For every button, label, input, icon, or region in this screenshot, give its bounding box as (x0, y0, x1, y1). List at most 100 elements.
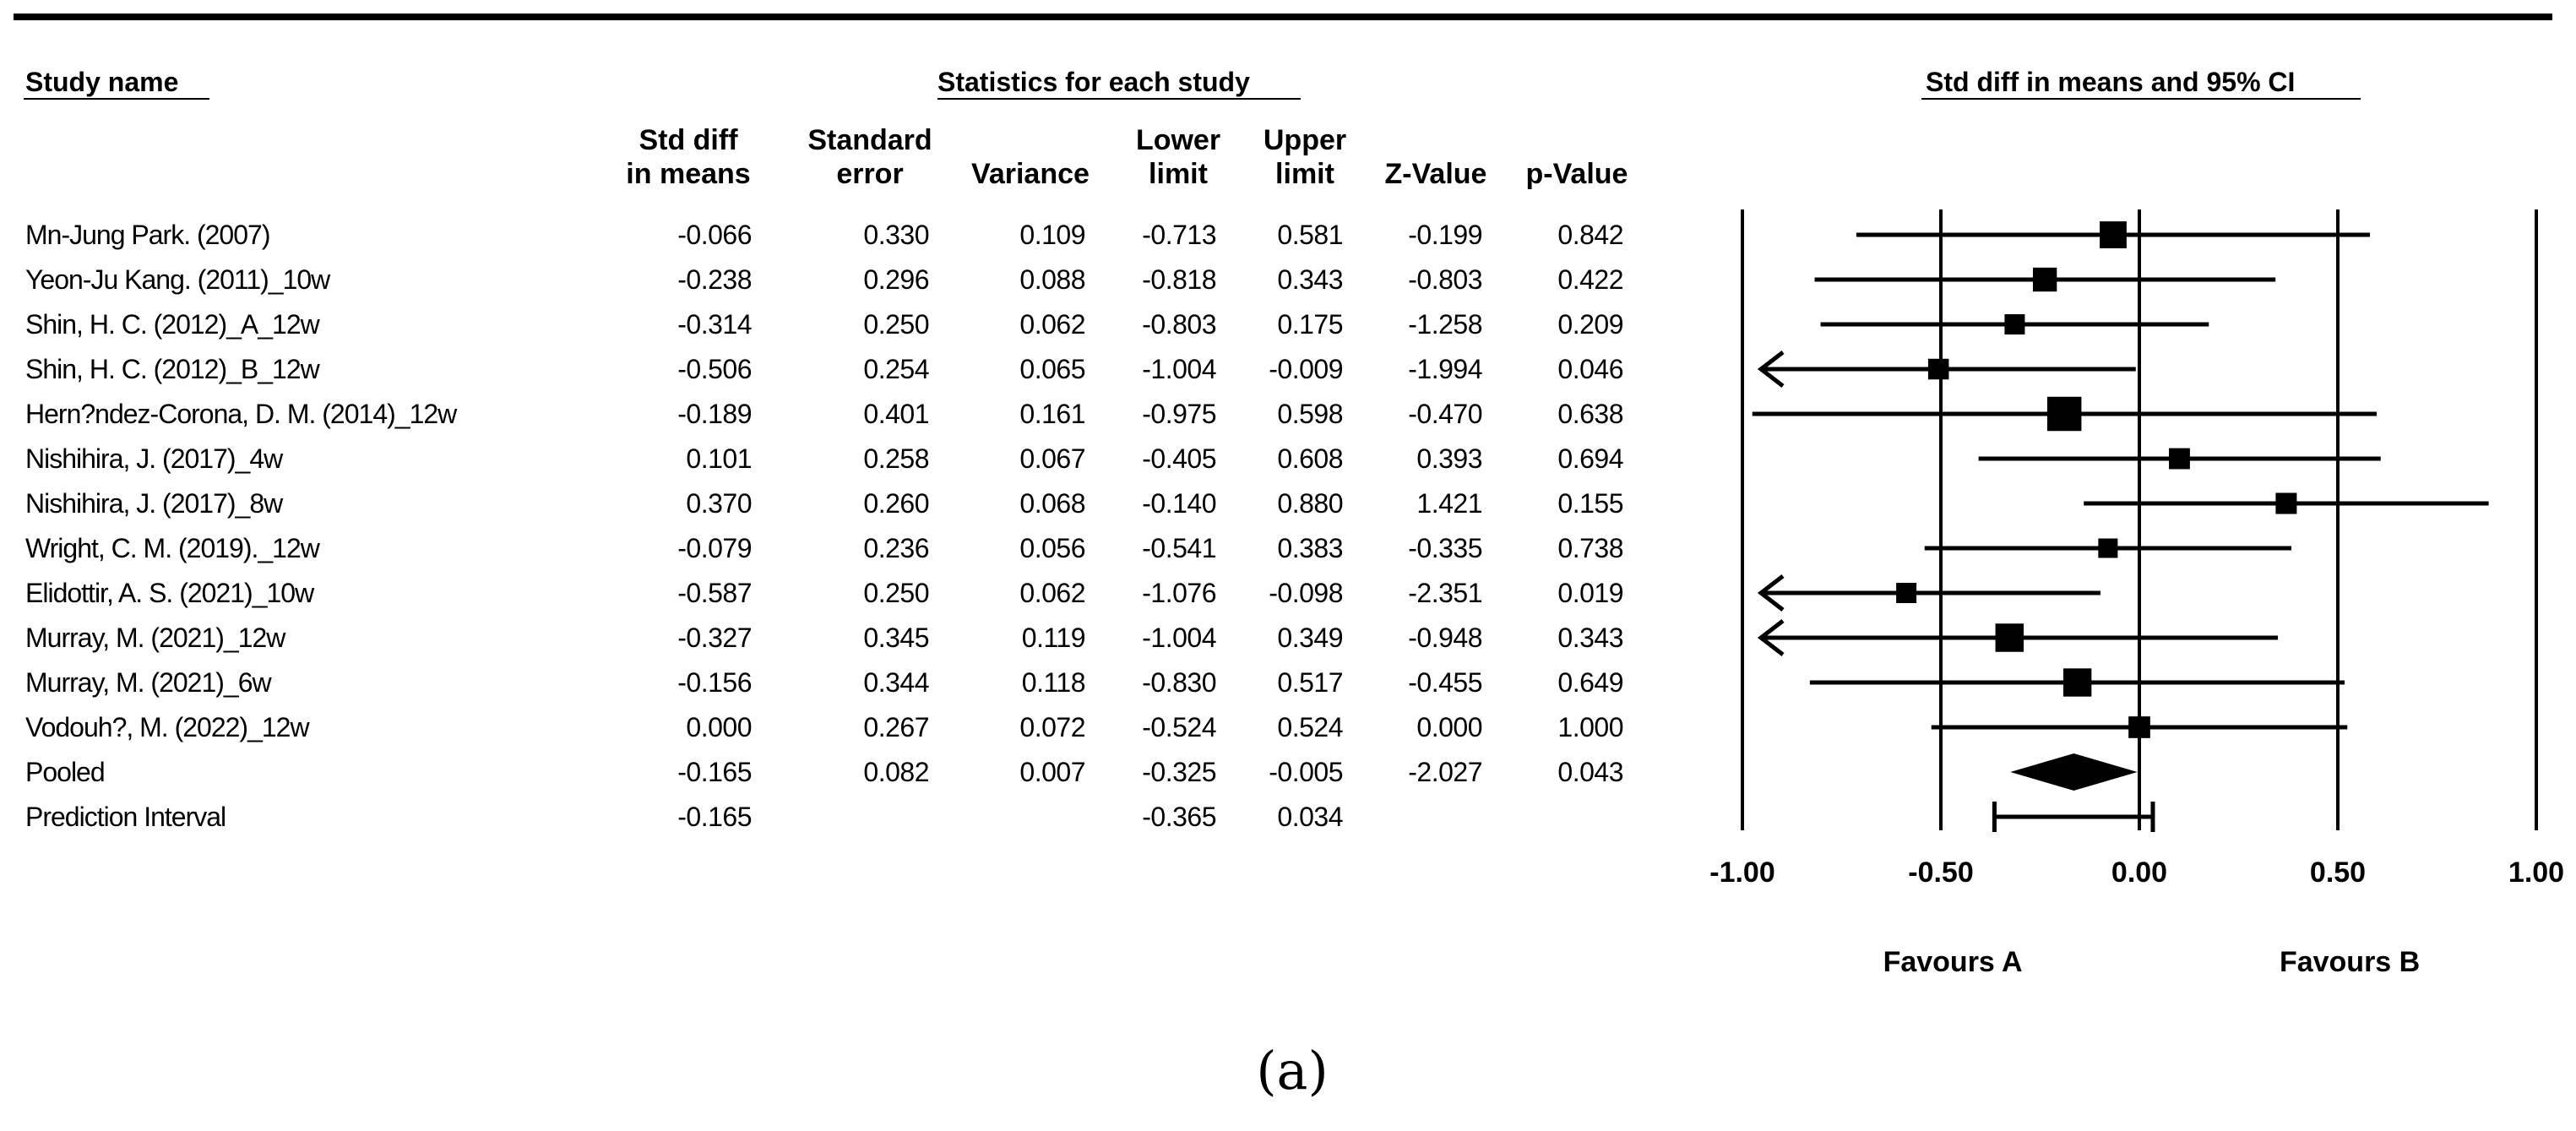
cell-p: 0.694 (1557, 443, 1623, 474)
column-header-lower-line1: Lower (1135, 124, 1221, 156)
cell-upper: 0.034 (1277, 802, 1343, 832)
study-marker (2004, 314, 2025, 334)
cell-lower: -0.830 (1142, 667, 1216, 698)
cell-variance: 0.119 (1021, 623, 1086, 653)
study-marker (1995, 623, 2024, 652)
cell-p: 0.422 (1557, 264, 1623, 295)
cell-se: 0.401 (863, 399, 929, 429)
cell-smd: -0.189 (677, 399, 752, 429)
cell-p: 0.738 (1557, 533, 1623, 563)
study-marker (1927, 358, 1949, 380)
cell-z: 0.000 (1416, 712, 1482, 742)
tick-label: -0.50 (1908, 856, 1974, 889)
cell-se: 0.260 (863, 488, 929, 519)
cell-upper: -0.098 (1269, 578, 1343, 608)
cell-lower: -0.405 (1142, 443, 1216, 474)
cell-variance: 0.062 (1019, 309, 1085, 340)
cell-z: -0.455 (1408, 667, 1482, 698)
statistics-underline (937, 98, 1301, 100)
study-name-cell: Elidottir, A. S. (2021)_10w (25, 578, 314, 608)
cell-lower: -0.524 (1142, 712, 1216, 742)
cell-z: 1.421 (1416, 488, 1482, 519)
cell-se: 0.250 (863, 578, 929, 608)
study-name-cell: Shin, H. C. (2012)_B_12w (25, 354, 320, 384)
cell-upper: 0.524 (1277, 712, 1343, 742)
cell-z: -1.994 (1408, 354, 1482, 384)
cell-z: -2.351 (1408, 578, 1482, 608)
cell-z: -1.258 (1408, 309, 1482, 340)
cell-variance: 0.088 (1019, 264, 1085, 295)
cell-smd: -0.238 (677, 264, 752, 295)
cell-upper: 0.581 (1277, 220, 1343, 250)
cell-lower: -0.803 (1142, 309, 1216, 340)
favours-a-label: Favours A (1883, 946, 2023, 978)
cell-lower: -0.818 (1142, 264, 1216, 295)
study-name-cell: Nishihira, J. (2017)_8w (25, 488, 283, 519)
cell-upper: 0.608 (1277, 443, 1343, 474)
cell-smd: 0.370 (686, 488, 752, 519)
cell-lower: -1.004 (1142, 354, 1216, 384)
ci-arrow (1757, 351, 1785, 388)
cell-variance: 0.118 (1021, 667, 1086, 698)
plot-title-underline (1921, 98, 2361, 100)
cell-variance: 0.072 (1019, 712, 1085, 742)
cell-smd: 0.000 (686, 712, 752, 742)
study-name-cell: Prediction Interval (25, 802, 226, 832)
cell-upper: 0.598 (1277, 399, 1343, 429)
cell-lower: -0.713 (1142, 220, 1216, 250)
cell-smd: -0.066 (677, 220, 752, 250)
study-name-cell: Pooled (25, 757, 106, 787)
cell-lower: -0.325 (1142, 757, 1216, 787)
column-header-variance: Variance (971, 158, 1090, 190)
study-name-cell: Vodouh?, M. (2022)_12w (25, 712, 310, 742)
cell-se: 0.267 (863, 712, 929, 742)
cell-se: 0.236 (863, 533, 929, 563)
study-name-underline (24, 98, 209, 100)
study-name-cell: Yeon-Ju Kang. (2011)_10w (25, 264, 330, 295)
cell-upper: 0.343 (1277, 264, 1343, 295)
cell-variance: 0.067 (1019, 443, 1085, 474)
cell-p: 0.019 (1557, 578, 1623, 608)
cell-z: 0.393 (1416, 443, 1482, 474)
ci-arrow (1757, 619, 1785, 656)
study-name-cell: Mn-Jung Park. (2007) (25, 220, 270, 250)
cell-z: -2.027 (1408, 757, 1482, 787)
cell-variance: 0.161 (1019, 399, 1085, 429)
study-name-cell: Nishihira, J. (2017)_4w (25, 443, 283, 474)
cell-z: -0.470 (1408, 399, 1482, 429)
column-header-p: p-Value (1525, 158, 1628, 190)
cell-variance: 0.056 (1019, 533, 1085, 563)
cell-upper: -0.005 (1269, 757, 1343, 787)
cell-p: 0.046 (1557, 354, 1623, 384)
cell-se: 0.344 (863, 667, 929, 698)
cell-lower: -1.076 (1142, 578, 1216, 608)
cell-p: 0.649 (1557, 667, 1623, 698)
study-marker (2032, 267, 2057, 292)
study-marker (2169, 448, 2190, 470)
cell-smd: -0.156 (677, 667, 752, 698)
cell-upper: 0.175 (1277, 309, 1343, 340)
cell-smd: 0.101 (686, 443, 752, 474)
cell-p: 0.209 (1557, 309, 1623, 340)
cell-se: 0.345 (863, 623, 929, 653)
cell-upper: 0.349 (1277, 623, 1343, 653)
study-marker (2275, 492, 2297, 514)
cell-se: 0.330 (863, 220, 929, 250)
cell-z: -0.803 (1408, 264, 1482, 295)
column-header-smd-line1: Std diff (639, 124, 738, 156)
cell-upper: 0.880 (1277, 488, 1343, 519)
cell-variance: 0.065 (1019, 354, 1085, 384)
study-name-header: Study name (25, 67, 179, 97)
cell-z: -0.335 (1408, 533, 1482, 563)
tick-label: 0.50 (2310, 856, 2366, 889)
statistics-header: Statistics for each study (937, 67, 1250, 97)
cell-variance: 0.109 (1019, 220, 1085, 250)
study-marker (2100, 221, 2127, 248)
column-header-smd-line2: in means (626, 158, 751, 190)
tick-label: 1.00 (2508, 856, 2564, 889)
cell-se: 0.250 (863, 309, 929, 340)
cell-upper: 0.517 (1277, 667, 1343, 698)
cell-lower: -0.975 (1142, 399, 1216, 429)
study-name-cell: Wright, C. M. (2019)._12w (25, 533, 320, 563)
